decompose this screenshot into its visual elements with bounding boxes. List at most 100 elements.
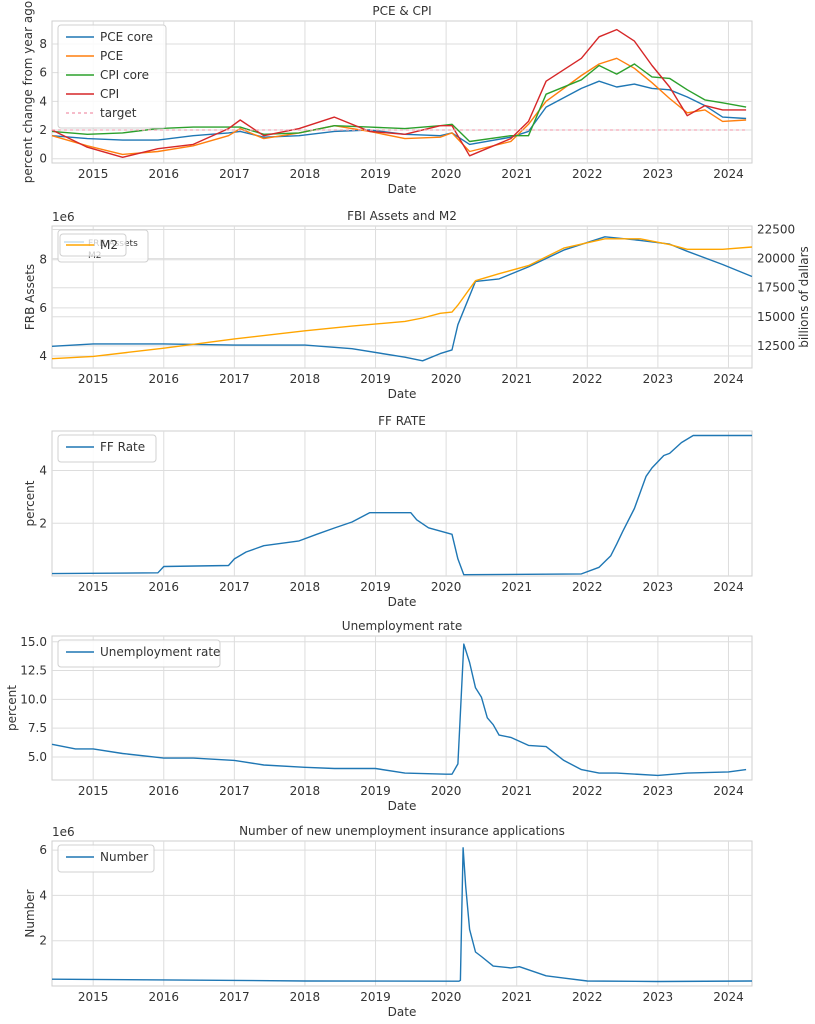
- y-tick-label: 2: [39, 123, 47, 137]
- x-tick-label: 2018: [290, 372, 321, 386]
- series-line-m2: [51, 238, 753, 360]
- legend-label-pce-core: PCE core: [100, 30, 153, 44]
- legend-label-cpi: CPI: [100, 87, 119, 101]
- y-tick-label: 8: [39, 253, 47, 267]
- series-line-pce-core: [51, 80, 747, 146]
- y-right-tick-label: 15000: [757, 310, 795, 324]
- x-tick-label: 2017: [219, 372, 250, 386]
- x-tick-label: 2019: [360, 372, 391, 386]
- x-tick-label: 2019: [360, 784, 391, 798]
- x-axis-label: Date: [388, 595, 417, 609]
- x-tick-label: 2023: [643, 990, 674, 1004]
- x-axis-label: Date: [388, 799, 417, 813]
- legend-box: [57, 844, 155, 873]
- x-tick-label: 2015: [78, 990, 109, 1004]
- x-tick-label: 2020: [431, 990, 462, 1004]
- x-tick-label: 2024: [713, 784, 744, 798]
- y-right-tick-label: 17500: [757, 281, 795, 295]
- x-tick-label: 2020: [431, 372, 462, 386]
- legend-box: [57, 639, 221, 668]
- series-line-number: [51, 847, 753, 983]
- y-axis-label: Number: [23, 889, 37, 937]
- x-tick-label: 2019: [360, 580, 391, 594]
- x-axis-label: Date: [388, 182, 417, 196]
- plot-area: [51, 225, 753, 369]
- x-tick-label: 2023: [643, 580, 674, 594]
- x-tick-label: 2021: [501, 784, 532, 798]
- x-tick-label: 2023: [643, 372, 674, 386]
- chart-panel: 2015 2016 2017 2018 2019 2020 2021 2022 2023 2024…: [21, 1, 753, 196]
- y-right-tick-label: 22500: [757, 222, 795, 236]
- legend-label-m2: M2: [100, 238, 118, 252]
- chart-panel: 2015 2016 2017 2018 2019 2020 2021 2022 2023 2024…: [5, 619, 753, 813]
- x-tick-label: 2018: [290, 167, 321, 181]
- x-tick-label: 2016: [148, 372, 179, 386]
- x-tick-label: 2015: [78, 784, 109, 798]
- chart-title: PCE & CPI: [372, 4, 431, 18]
- x-tick-label: 2020: [431, 167, 462, 181]
- x-axis-label: Date: [388, 387, 417, 401]
- x-tick-label: 2024: [713, 990, 744, 1004]
- y-axis-label: percent: [5, 685, 19, 731]
- x-tick-label: 2020: [431, 784, 462, 798]
- y-tick-label: 12.5: [20, 664, 47, 678]
- legend-box: [57, 24, 167, 129]
- plot-area: [51, 430, 753, 577]
- y-tick-label: 8: [39, 37, 47, 51]
- y-right-axis-label: billions of dallars: [797, 246, 811, 348]
- x-tick-label: 2017: [219, 580, 250, 594]
- x-tick-label: 2016: [148, 990, 179, 1004]
- chart-panel: 2015 2016 2017 2018 2019 2020 2021 2022 2023 2024…: [23, 209, 811, 401]
- x-tick-label: 2019: [360, 990, 391, 1004]
- y-tick-label: 2: [39, 516, 47, 530]
- y-axis-label: percent: [23, 480, 37, 526]
- x-tick-label: 2024: [713, 372, 744, 386]
- y-tick-label: 6: [39, 843, 47, 857]
- y-tick-label: 4: [39, 888, 47, 902]
- y-right-tick-label: 12500: [757, 339, 795, 353]
- legend-box: [57, 434, 157, 463]
- y-tick-label: 6: [39, 301, 47, 315]
- y-right-tick-label: 20000: [757, 252, 795, 266]
- series-line-pce: [51, 57, 747, 156]
- legend-label-cpi-core: CPI core: [100, 68, 149, 82]
- x-tick-label: 2015: [78, 580, 109, 594]
- x-tick-label: 2023: [643, 167, 674, 181]
- y-tick-label: 4: [39, 464, 47, 478]
- x-tick-label: 2023: [643, 784, 674, 798]
- chart-title: FF RATE: [378, 414, 426, 428]
- series-line-cpi: [51, 28, 747, 159]
- x-tick-label: 2016: [148, 580, 179, 594]
- y-tick-label: 4: [39, 94, 47, 108]
- series-line-unemployment-rate: [51, 643, 747, 777]
- x-tick-label: 2018: [290, 784, 321, 798]
- y-tick-label: 6: [39, 66, 47, 80]
- x-tick-label: 2017: [219, 167, 250, 181]
- x-tick-label: 2017: [219, 990, 250, 1004]
- x-tick-label: 2015: [78, 372, 109, 386]
- legend-label-unemployment-rate: Unemployment rate: [100, 645, 220, 659]
- chart-panel: 2015 2016 2017 2018 2019 2020 2021 2022 2023 2024…: [23, 824, 753, 1019]
- x-tick-label: 2017: [219, 784, 250, 798]
- y-axis-label: FRB Assets: [23, 264, 37, 330]
- x-tick-label: 2022: [572, 372, 603, 386]
- y-axis-label: percent change from year ago: [21, 1, 35, 183]
- series-line-ff-rate: [51, 434, 752, 576]
- x-tick-label: 2021: [501, 580, 532, 594]
- x-tick-label: 2021: [501, 167, 532, 181]
- x-tick-label: 2024: [713, 167, 744, 181]
- x-axis-label: Date: [388, 1005, 417, 1019]
- x-tick-label: 2022: [572, 167, 603, 181]
- legend-label-target: target: [100, 106, 137, 120]
- x-tick-label: 2016: [148, 167, 179, 181]
- x-tick-label: 2018: [290, 990, 321, 1004]
- x-tick-label: 2022: [572, 990, 603, 1004]
- x-tick-label: 2021: [501, 372, 532, 386]
- y-offset-text: 1e6: [52, 210, 75, 224]
- y-tick-label: 2: [39, 934, 47, 948]
- y-tick-label: 10.0: [20, 692, 47, 706]
- chart-title: FBI Assets and M2: [347, 209, 457, 223]
- chart-title: Number of new unemployment insurance app…: [239, 824, 565, 838]
- x-tick-label: 2021: [501, 990, 532, 1004]
